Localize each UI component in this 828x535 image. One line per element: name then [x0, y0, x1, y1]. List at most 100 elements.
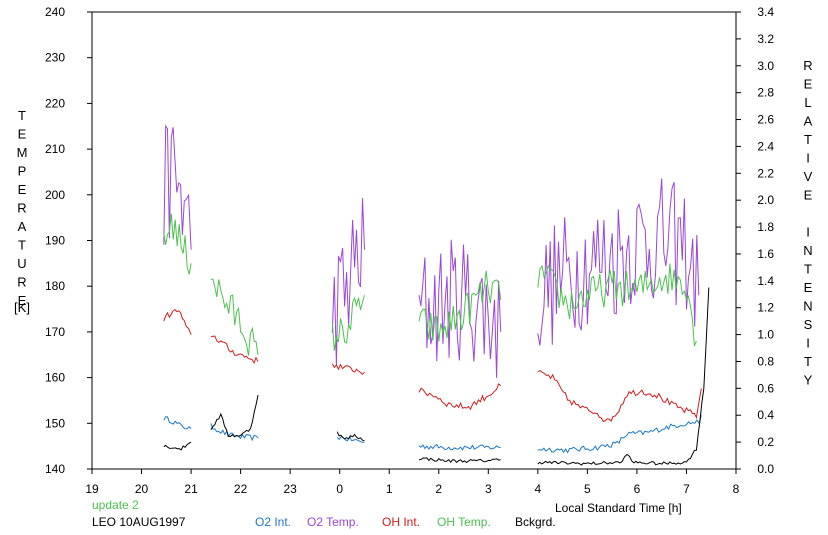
axis-title-glyph: E: [18, 293, 27, 308]
axis-title-glyph: N: [803, 299, 812, 314]
series-line: [336, 431, 365, 442]
y-left-tick-label: 140: [45, 462, 65, 476]
series-line: [418, 457, 501, 464]
y-right-tick-label: 1.0: [757, 328, 774, 342]
y-right-tick-label: 0.0: [757, 462, 774, 476]
series-line: [418, 270, 502, 342]
axis-title-glyph: S: [804, 317, 813, 332]
axis-title-glyph: E: [18, 182, 27, 197]
y-left-tick-label: 150: [45, 416, 65, 430]
axis-title-glyph: P: [18, 164, 27, 179]
axis-title-glyph: R: [17, 201, 26, 216]
axis-title-glyph: T: [804, 354, 812, 369]
axis-title-glyph: I: [806, 151, 810, 166]
axis-title-glyph: T: [18, 108, 26, 123]
x-tick-label: 19: [85, 482, 99, 496]
y-left-tick-label: 240: [45, 5, 65, 19]
axis-title-glyph: E: [804, 280, 813, 295]
plot-frame: [91, 11, 737, 470]
y-left-tick-label: 180: [45, 279, 65, 293]
y-right-tick-label: 3.4: [757, 5, 774, 19]
series-line: [331, 363, 365, 375]
series-line: [210, 423, 259, 442]
x-tick-label: 0: [336, 482, 343, 496]
axis-title-glyph: I: [806, 225, 810, 240]
x-tick-label: 23: [283, 482, 297, 496]
y-right-tick-label: 2.6: [757, 113, 774, 127]
y-right-tick-label: 0.2: [757, 435, 774, 449]
x-tick-label: 5: [584, 482, 591, 496]
series-line: [163, 308, 192, 335]
y-right-tick-label: 1.4: [757, 274, 774, 288]
series-line: [163, 213, 192, 275]
series-line: [331, 295, 365, 351]
series-layer: [163, 124, 710, 466]
axis-title-glyph: M: [17, 145, 28, 160]
axis-title-glyph: T: [804, 262, 812, 277]
axis-title-glyph: Y: [804, 373, 813, 388]
series-line: [537, 287, 710, 466]
y-right-tick-label: 1.2: [757, 301, 774, 315]
legend-entry: OH Int.: [382, 515, 420, 529]
x-tick-label: 21: [184, 482, 198, 496]
axis-title-glyph: L: [804, 95, 811, 110]
axis-title-glyph: T: [804, 132, 812, 147]
y-right-tick-label: 3.0: [757, 59, 774, 73]
axis-title-glyph: E: [804, 77, 813, 92]
series-line: [163, 124, 192, 250]
series-line: [331, 198, 365, 366]
axis-title-glyph: I: [806, 336, 810, 351]
x-tick-label: 4: [535, 482, 542, 496]
series-line: [537, 415, 702, 454]
series-line: [163, 441, 192, 451]
y-left-tick-label: 220: [45, 96, 65, 110]
y-left-tick-label: 160: [45, 371, 65, 385]
y-right-tick-label: 0.6: [757, 381, 774, 395]
axis-title-glyph: U: [17, 256, 26, 271]
legend-entry: Bckgrd.: [515, 515, 556, 529]
series-line: [418, 239, 502, 378]
y-right-tick-label: 0.4: [757, 408, 774, 422]
series-line: [418, 383, 502, 411]
series-line: [418, 443, 501, 451]
x-tick-label: 6: [634, 482, 641, 496]
legend-entry: O2 Int.: [255, 515, 291, 529]
series-line: [210, 278, 259, 356]
axis-title-glyph: E: [18, 127, 27, 142]
series-line: [210, 395, 259, 438]
y-right-tick-label: 1.6: [757, 247, 774, 261]
y-right-tick-label: 2.4: [757, 139, 774, 153]
series-line: [537, 370, 702, 422]
legend-entry: O2 Temp.: [307, 515, 359, 529]
y-left-tick-label: 230: [45, 51, 65, 65]
station-annotation: LEO 10AUG1997: [92, 515, 186, 529]
x-axis-label: Local Standard Time [h]: [555, 501, 682, 515]
axis-layer: 19 20 21 22 23 0 1 2 3 4 5 6 7 8140150160170180190200…: [45, 5, 774, 496]
legend-entry: OH Temp.: [437, 515, 491, 529]
x-tick-label: 7: [683, 482, 690, 496]
y-axis-unit-label: [K]: [14, 300, 30, 315]
series-line: [163, 416, 192, 430]
y-right-tick-label: 0.8: [757, 354, 774, 368]
y-right-tick-label: 2.0: [757, 193, 774, 207]
x-tick-label: 2: [435, 482, 442, 496]
axis-title-glyph: R: [17, 275, 26, 290]
y-left-tick-label: 210: [45, 142, 65, 156]
axis-title-glyph: T: [18, 238, 26, 253]
axis-title-glyph: R: [803, 58, 812, 73]
x-tick-label: 1: [386, 482, 393, 496]
y-left-tick-label: 200: [45, 188, 65, 202]
series-line: [537, 178, 700, 346]
axis-title-glyph: E: [804, 188, 813, 203]
axis-title-glyph: V: [804, 169, 813, 184]
y-right-tick-label: 3.2: [757, 32, 774, 46]
y-right-tick-label: 2.8: [757, 86, 774, 100]
series-line: [210, 335, 259, 365]
legend: O2 Int. O2 Temp. OH Int. OH Temp. Bckgrd.: [255, 515, 556, 529]
y-right-tick-label: 2.2: [757, 166, 774, 180]
y-right-tick-label: 1.8: [757, 220, 774, 234]
